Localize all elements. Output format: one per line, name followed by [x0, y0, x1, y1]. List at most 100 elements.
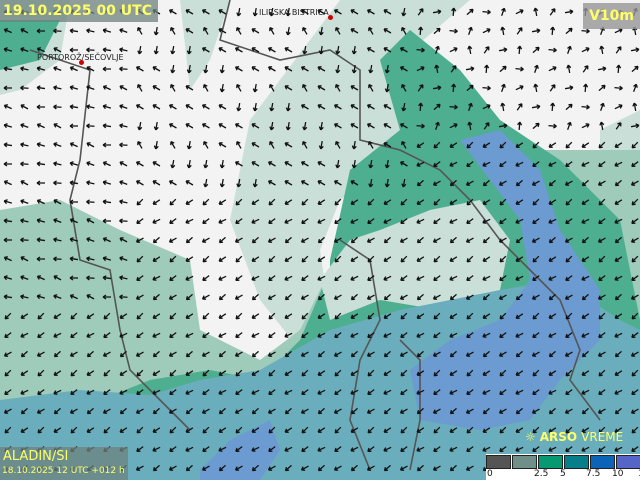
- wind-arrow: [201, 294, 210, 300]
- wind-arrow: [284, 180, 293, 186]
- wind-arrow: [102, 408, 111, 414]
- wind-arrow: [119, 313, 128, 319]
- wind-arrow: [416, 464, 424, 472]
- wind-arrow: [548, 142, 557, 148]
- wind-arrow: [334, 446, 342, 453]
- wind-arrow: [317, 66, 326, 72]
- wind-arrow: [218, 313, 227, 319]
- wind-arrow: [170, 64, 176, 74]
- wind-arrow: [20, 28, 29, 34]
- wind-arrow: [169, 369, 177, 377]
- wind-arrow: [201, 47, 210, 53]
- wind-arrow: [152, 104, 161, 110]
- wind-arrow: [614, 293, 622, 301]
- wind-arrow: [300, 9, 309, 15]
- wind-arrow: [432, 85, 442, 91]
- wind-arrow: [366, 104, 375, 110]
- wind-arrow: [218, 9, 227, 15]
- wind-arrow: [467, 121, 473, 131]
- wind-arrow: [3, 294, 13, 300]
- wind-arrow: [3, 351, 12, 357]
- wind-arrow: [383, 47, 392, 53]
- wind-arrow: [218, 256, 227, 262]
- wind-arrow: [614, 407, 622, 415]
- wind-arrow: [119, 199, 128, 205]
- wind-arrow: [284, 407, 292, 415]
- wind-arrow: [119, 28, 128, 33]
- wind-arrow: [482, 179, 490, 187]
- wind-arrow: [20, 427, 29, 433]
- wind-arrow: [185, 104, 194, 110]
- wind-arrow: [350, 9, 359, 15]
- wind-arrow: [631, 446, 639, 453]
- wind-arrow: [218, 293, 226, 301]
- wind-arrow: [400, 332, 408, 339]
- wind-arrow: [515, 293, 523, 301]
- wind-arrow: [285, 26, 291, 36]
- wind-arrow: [169, 446, 177, 453]
- wind-arrow: [499, 332, 507, 339]
- wind-arrow: [532, 446, 540, 453]
- wind-arrow: [614, 179, 622, 187]
- wind-arrow: [152, 350, 160, 358]
- legend-tick: 0: [487, 469, 493, 479]
- wind-arrow: [301, 332, 309, 339]
- wind-arrow: [300, 465, 309, 471]
- wind-arrow: [433, 312, 441, 320]
- wind-arrow: [317, 180, 326, 186]
- wind-arrow: [251, 142, 260, 148]
- wind-arrow: [449, 427, 458, 433]
- wind-arrow: [449, 142, 458, 148]
- wind-arrow: [350, 236, 358, 244]
- wind-arrow: [466, 312, 474, 320]
- wind-arrow: [69, 28, 79, 34]
- wind-arrow: [185, 464, 193, 472]
- wind-arrow: [631, 426, 639, 434]
- wind-arrow: [597, 237, 606, 243]
- wind-arrow: [269, 7, 275, 17]
- wind-arrow: [449, 350, 457, 358]
- wind-arrow: [499, 446, 507, 453]
- wind-arrow: [202, 426, 210, 434]
- wind-arrow: [119, 350, 127, 358]
- wind-arrow: [185, 427, 194, 433]
- wind-arrow: [531, 180, 540, 186]
- wind-arrow: [565, 275, 573, 282]
- wind-arrow: [301, 446, 309, 453]
- wind-arrow: [482, 293, 490, 301]
- wind-arrow: [581, 256, 590, 262]
- wind-arrow: [515, 85, 524, 91]
- wind-arrow: [86, 218, 95, 224]
- wind-arrow: [202, 275, 210, 282]
- wind-arrow: [449, 179, 457, 187]
- valid-time-label: 19.10.2025 00 UTC: [0, 0, 158, 22]
- wind-arrow: [483, 46, 490, 54]
- wind-arrow: [102, 47, 112, 53]
- wind-arrow: [334, 332, 342, 339]
- wind-arrow: [368, 159, 374, 169]
- wind-arrow: [201, 123, 210, 129]
- wind-arrow: [366, 123, 375, 129]
- wind-arrow: [531, 294, 540, 300]
- wind-arrow: [416, 446, 425, 452]
- wind-arrow: [630, 123, 640, 129]
- wind-arrow: [137, 26, 143, 35]
- wind-arrow: [301, 198, 309, 206]
- wind-arrow: [37, 369, 45, 377]
- wind-arrow: [202, 446, 210, 453]
- wind-arrow: [548, 313, 557, 319]
- wind-arrow: [466, 426, 474, 434]
- wind-arrow: [498, 180, 507, 186]
- wind-arrow: [269, 121, 275, 131]
- wind-arrow: [269, 102, 275, 112]
- wind-arrow: [3, 180, 12, 186]
- wind-arrow: [599, 45, 605, 55]
- wind-arrow: [350, 332, 359, 338]
- wind-arrow: [152, 407, 160, 415]
- wind-arrow: [416, 66, 425, 72]
- wind-arrow: [236, 140, 242, 149]
- wind-arrow: [268, 332, 276, 339]
- wind-arrow: [383, 218, 392, 224]
- wind-arrow: [284, 350, 292, 358]
- wind-arrow: [434, 64, 440, 74]
